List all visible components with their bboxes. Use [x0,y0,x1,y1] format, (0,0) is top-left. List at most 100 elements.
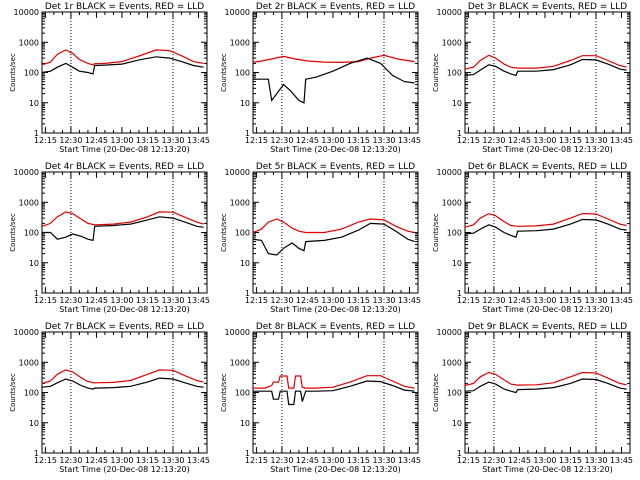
x-tick-label: 13:30 [161,296,184,305]
y-tick-label: 1000 [442,198,462,207]
x-tick-label: 13:45 [610,136,633,145]
plot-frame [464,171,631,294]
x-tick-label: 12:15 [457,456,480,465]
x-tick-label: 13:45 [610,296,633,305]
y-tick-label: 10000 [14,168,39,177]
y-tick-label: 10 [240,99,250,108]
x-tick-label: 13:45 [398,136,421,145]
y-tick-label: 10000 [225,328,250,337]
events-series-line [252,222,415,256]
lld-series-line [252,54,415,64]
x-tick-label: 13:15 [559,296,582,305]
x-tick-label: 13:00 [110,296,133,305]
x-tick-label: 13:00 [321,136,344,145]
y-axis-label: Counts/sec [220,53,228,92]
y-tick-label: 10 [452,99,462,108]
x-tick-label: 13:15 [347,296,370,305]
panel-title: Det 1r BLACK = Events, RED = LLD [45,2,204,12]
x-tick-label: 12:15 [245,456,268,465]
y-tick-label: 10000 [14,8,39,17]
x-tick-label: 12:30 [270,136,293,145]
y-tick-label: 1 [245,289,250,298]
x-tick-label: 13:45 [187,136,210,145]
x-tick-label: 12:30 [482,456,505,465]
detector-panel-1: Det 1r BLACK = Events, RED = LLD 1 10 100 10… [9,2,210,154]
x-tick-label: 12:15 [34,456,57,465]
y-tick-label: 1 [457,449,462,458]
y-tick-label: 1000 [230,38,250,47]
y-tick-label: 100 [235,389,250,398]
x-tick-label: 12:45 [296,136,319,145]
x-tick-label: 12:45 [296,296,319,305]
x-axis-label: Start Time (20-Dec-08 12:13:20) [270,465,401,474]
x-tick-label: 12:45 [508,136,531,145]
y-tick-label: 1000 [230,358,250,367]
x-axis-label: Start Time (20-Dec-08 12:13:20) [59,465,190,474]
lld-series-line [253,375,415,389]
x-tick-label: 13:00 [533,136,556,145]
x-tick-label: 12:15 [34,296,57,305]
x-tick-label: 13:30 [584,296,607,305]
plot-frame [464,331,631,454]
x-tick-label: 13:45 [398,296,421,305]
x-tick-label: 12:15 [34,136,57,145]
y-tick-label: 100 [24,389,39,398]
events-series-line [42,216,204,242]
x-tick-label: 13:00 [110,136,133,145]
lld-series-line [252,218,415,234]
y-tick-label: 1 [245,129,250,138]
events-series-line [464,378,627,394]
x-tick-label: 13:00 [533,456,556,465]
y-axis-label: Counts/sec [432,213,440,252]
x-tick-label: 13:00 [321,456,344,465]
y-tick-label: 10000 [437,8,462,17]
x-axis-label: Start Time (20-Dec-08 12:13:20) [482,305,613,314]
panel-title: Det 8r BLACK = Events, RED = LLD [256,322,415,332]
y-tick-label: 10 [452,419,462,428]
y-tick-label: 10000 [225,8,250,17]
x-tick-label: 12:30 [59,456,82,465]
y-axis-label: Counts/sec [432,373,440,412]
x-tick-label: 13:30 [372,296,395,305]
y-tick-label: 1000 [442,38,462,47]
x-tick-label: 13:30 [161,136,184,145]
x-tick-label: 12:30 [270,456,293,465]
y-tick-label: 10 [240,259,250,268]
plot-frame [252,171,419,294]
y-tick-label: 1 [457,129,462,138]
panel-title: Det 9r BLACK = Events, RED = LLD [468,322,627,332]
x-tick-label: 13:45 [610,456,633,465]
panel-title: Det 4r BLACK = Events, RED = LLD [45,162,204,172]
detector-panel-9: Det 9r BLACK = Events, RED = LLD 1 10 100 10… [432,322,633,474]
lld-series-line [464,371,627,387]
panel-title: Det 2r BLACK = Events, RED = LLD [256,2,415,12]
x-tick-label: 13:45 [187,456,210,465]
x-tick-label: 13:45 [398,456,421,465]
y-tick-label: 100 [447,229,462,238]
x-tick-label: 13:30 [161,456,184,465]
x-tick-label: 13:15 [136,136,159,145]
plot-frame [252,331,419,454]
x-tick-label: 12:15 [457,136,480,145]
y-tick-label: 10000 [14,328,39,337]
y-tick-label: 1 [245,449,250,458]
events-series-line [464,218,627,238]
x-tick-label: 13:30 [372,456,395,465]
y-tick-label: 10000 [225,168,250,177]
x-tick-label: 12:15 [457,296,480,305]
events-series-line [41,56,204,75]
y-tick-label: 1000 [19,358,39,367]
y-tick-label: 10 [452,259,462,268]
x-tick-label: 13:30 [584,136,607,145]
plot-frame [41,11,208,134]
y-tick-label: 1000 [442,358,462,367]
x-tick-label: 13:30 [584,456,607,465]
x-tick-label: 12:30 [270,296,293,305]
y-axis-label: Counts/sec [432,53,440,92]
plot-frame [41,171,208,294]
detector-panel-3: Det 3r BLACK = Events, RED = LLD 1 10 100 10… [432,2,633,154]
y-tick-label: 100 [235,229,250,238]
x-tick-label: 12:15 [245,136,268,145]
y-tick-label: 10000 [437,328,462,337]
y-tick-label: 1 [34,129,39,138]
